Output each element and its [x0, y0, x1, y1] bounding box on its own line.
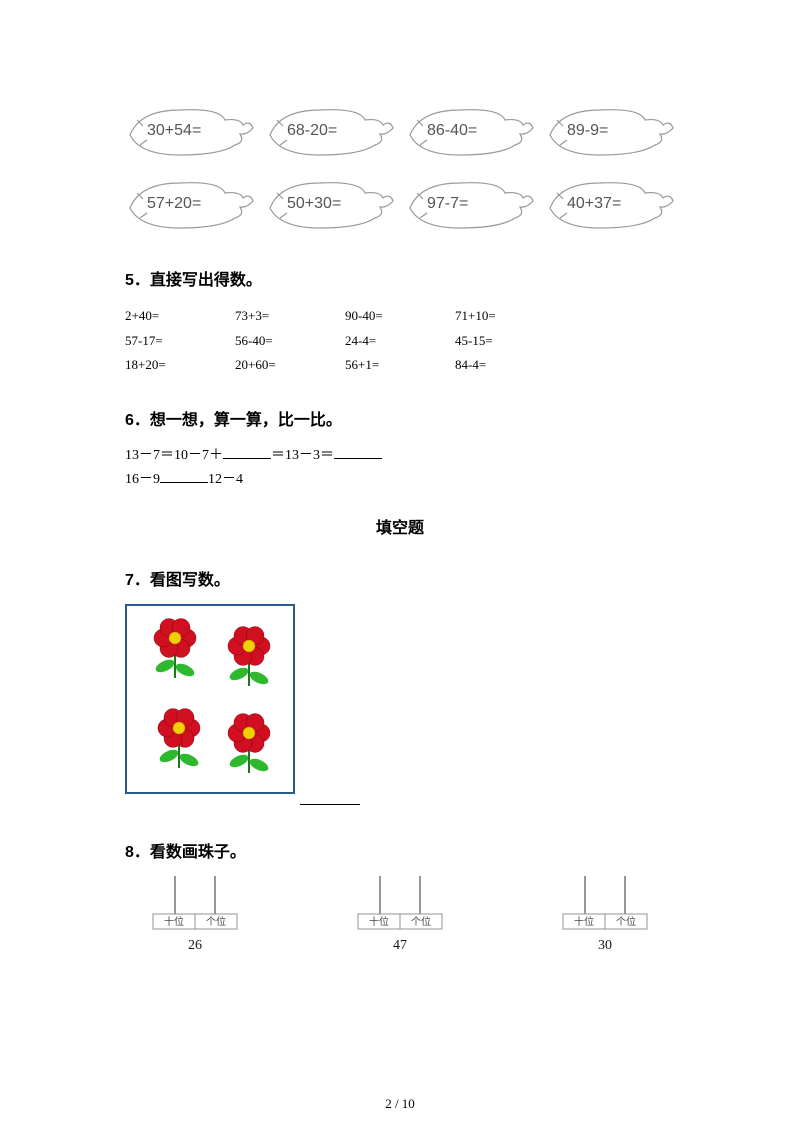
eq-cell: 57-17= — [125, 329, 235, 354]
q7-title: 7．看图写数。 — [125, 566, 675, 590]
eq-row: 2+40= 73+3= 90-40= 71+10= — [125, 304, 675, 329]
carrot-equation: 40+37= — [567, 195, 621, 213]
q6-text: 16－9 — [125, 472, 160, 487]
ones-label: 个位 — [411, 915, 431, 928]
carrot-equation: 50+30= — [287, 195, 341, 213]
q6-text: 12－4 — [208, 472, 243, 487]
abacus-icon: 十位 个位 — [545, 876, 665, 931]
tens-label: 十位 — [574, 915, 594, 928]
abacus-section: 十位 个位 26 十位 个位 47 十位 个位 30 — [125, 876, 675, 954]
q6-text: 13－7＝10－7＋ — [125, 448, 223, 463]
carrot-equation: 68-20= — [287, 122, 337, 140]
q8-title: 8．看数画珠子。 — [125, 838, 675, 862]
carrot-item: 50+30= — [265, 173, 395, 238]
q6-title: 6．想一想，算一算，比一比。 — [125, 406, 675, 430]
eq-cell: 84-4= — [455, 353, 565, 378]
flower-icon — [219, 711, 279, 781]
abacus-icon: 十位 个位 — [135, 876, 255, 931]
fill-blank[interactable] — [160, 469, 208, 483]
fill-blank[interactable] — [223, 445, 271, 459]
abacus-number: 26 — [125, 938, 265, 954]
ones-label: 个位 — [206, 915, 226, 928]
carrot-row-1: 30+54= 68-20= 86-40= 89-9= — [125, 100, 675, 165]
eq-cell: 24-4= — [345, 329, 455, 354]
abacus-item: 十位 个位 30 — [535, 876, 675, 954]
flowers-box — [125, 604, 295, 794]
eq-cell: 90-40= — [345, 304, 455, 329]
tens-label: 十位 — [164, 915, 184, 928]
fill-blank[interactable] — [334, 445, 382, 459]
eq-cell: 56-40= — [235, 329, 345, 354]
eq-cell: 20+60= — [235, 353, 345, 378]
ones-label: 个位 — [616, 915, 636, 928]
carrot-icon — [405, 173, 535, 238]
eq-cell: 71+10= — [455, 304, 565, 329]
eq-cell: 56+1= — [345, 353, 455, 378]
carrot-item: 89-9= — [545, 100, 675, 165]
carrot-equation: 30+54= — [147, 122, 201, 140]
carrot-item: 97-7= — [405, 173, 535, 238]
eq-cell: 45-15= — [455, 329, 565, 354]
eq-cell: 73+3= — [235, 304, 345, 329]
carrot-item: 68-20= — [265, 100, 395, 165]
carrot-item: 86-40= — [405, 100, 535, 165]
flower-icon — [149, 706, 209, 776]
carrot-equation: 57+20= — [147, 195, 201, 213]
q6-line2: 16－9 12－4 — [125, 468, 675, 492]
eq-row: 57-17= 56-40= 24-4= 45-15= — [125, 329, 675, 354]
page-number: 2 / 10 — [0, 1096, 800, 1112]
q6-line1: 13－7＝10－7＋ ＝13－3＝ — [125, 444, 675, 468]
abacus-number: 47 — [330, 938, 470, 954]
q5-equations: 2+40= 73+3= 90-40= 71+10= 57-17= 56-40= … — [125, 304, 675, 378]
abacus-icon: 十位 个位 — [340, 876, 460, 931]
eq-cell: 18+20= — [125, 353, 235, 378]
q6-text: ＝13－3＝ — [271, 448, 334, 463]
carrot-item: 30+54= — [125, 100, 255, 165]
flower-icon — [145, 616, 205, 686]
eq-row: 18+20= 20+60= 56+1= 84-4= — [125, 353, 675, 378]
carrot-item: 40+37= — [545, 173, 675, 238]
eq-cell: 2+40= — [125, 304, 235, 329]
carrot-icon — [545, 100, 675, 165]
abacus-item: 十位 个位 26 — [125, 876, 265, 954]
carrot-equation: 97-7= — [427, 195, 468, 213]
carrot-item: 57+20= — [125, 173, 255, 238]
carrot-problems: 30+54= 68-20= 86-40= 89-9= 57+20= 50+30=… — [125, 0, 675, 238]
carrot-row-2: 57+20= 50+30= 97-7= 40+37= — [125, 173, 675, 238]
abacus-number: 30 — [535, 938, 675, 954]
tens-label: 十位 — [369, 915, 389, 928]
carrot-equation: 86-40= — [427, 122, 477, 140]
section-heading-fill: 填空题 — [125, 514, 675, 538]
answer-blank[interactable] — [300, 804, 360, 805]
flower-icon — [219, 624, 279, 694]
abacus-item: 十位 个位 47 — [330, 876, 470, 954]
q5-title: 5．直接写出得数。 — [125, 266, 675, 290]
carrot-equation: 89-9= — [567, 122, 608, 140]
